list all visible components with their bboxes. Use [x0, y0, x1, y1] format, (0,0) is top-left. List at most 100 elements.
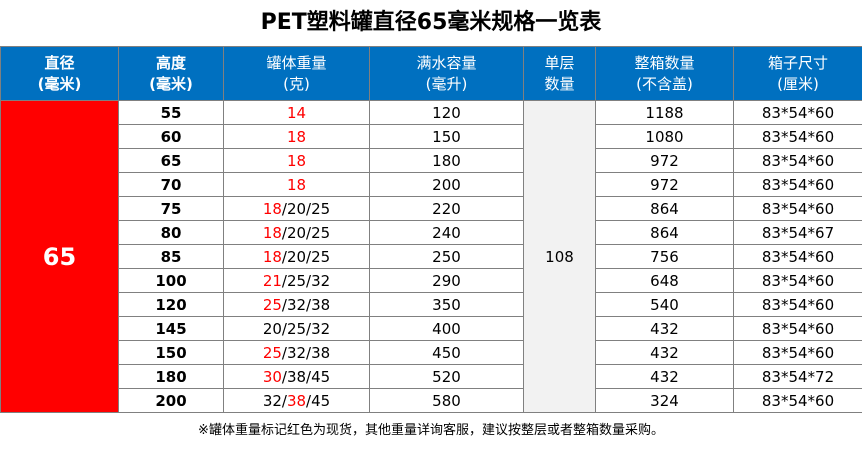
weight-in-stock: 38 [286, 391, 307, 410]
height-cell: 75 [118, 196, 224, 221]
case-qty-cell: 972 [595, 148, 734, 173]
weight-cell: 25/32/38 [223, 292, 370, 317]
case-qty-cell: 432 [595, 316, 734, 341]
weight-other: 20/25/32 [262, 319, 331, 338]
header-line1: 直径 [44, 53, 75, 72]
box-size-cell: 83*54*60 [733, 268, 862, 293]
layer-count-cell: 108 [523, 100, 596, 413]
height-cell: 85 [118, 244, 224, 269]
header-capacity: 满水容量 (毫升) [369, 46, 524, 101]
table-body: 65 55 14 120 108 1188 83*54*60 60 18 150 1080 83*54… [0, 100, 862, 413]
capacity-cell: 150 [369, 124, 524, 149]
weight-cell: 14 [223, 100, 370, 125]
capacity-cell: 520 [369, 364, 524, 389]
height-cell: 55 [118, 100, 224, 125]
header-line1: 单层 [544, 53, 575, 72]
weight-in-stock: 18 [286, 175, 307, 194]
case-qty-cell: 324 [595, 388, 734, 413]
weight-other: /32/38 [281, 343, 331, 362]
table-row: 65 18 180 972 83*54*60 [1, 148, 862, 173]
box-size-cell: 83*54*60 [733, 244, 862, 269]
case-qty-cell: 756 [595, 244, 734, 269]
case-qty-cell: 1188 [595, 100, 734, 125]
box-size-cell: 83*54*60 [733, 100, 862, 125]
table-row: 75 18/20/25 220 864 83*54*60 [1, 196, 862, 221]
box-size-cell: 83*54*60 [733, 196, 862, 221]
header-line1: 高度 [155, 53, 186, 72]
table-row: 120 25/32/38 350 540 83*54*60 [1, 292, 862, 317]
weight-in-stock: 18 [262, 247, 282, 266]
box-size-cell: 83*54*60 [733, 340, 862, 365]
table-row: 145 20/25/32 400 432 83*54*60 [1, 316, 862, 341]
table-row: 150 25/32/38 450 432 83*54*60 [1, 340, 862, 365]
weight-in-stock: 18 [262, 223, 282, 242]
header-line2: 数量 [544, 74, 575, 93]
height-cell: 150 [118, 340, 224, 365]
header-line2: (毫米) [149, 74, 193, 93]
capacity-cell: 580 [369, 388, 524, 413]
case-qty-cell: 432 [595, 340, 734, 365]
weight-other: /32/38 [281, 295, 331, 314]
weight-other: /20/25 [281, 247, 331, 266]
height-cell: 65 [118, 148, 224, 173]
weight-cell: 18 [223, 148, 370, 173]
weight-other: /45 [306, 391, 331, 410]
weight-cell: 18 [223, 124, 370, 149]
header-height: 高度 (毫米) [118, 46, 224, 101]
table-row: 200 32/38/45 580 324 83*54*60 [1, 388, 862, 413]
weight-in-stock: 25 [262, 295, 282, 314]
weight-other: 32/ [262, 391, 287, 410]
header-line1: 满水容量 [416, 53, 477, 72]
height-cell: 145 [118, 316, 224, 341]
weight-cell: 20/25/32 [223, 316, 370, 341]
diameter-cell: 65 [0, 100, 119, 413]
capacity-cell: 220 [369, 196, 524, 221]
height-cell: 180 [118, 364, 224, 389]
height-cell: 100 [118, 268, 224, 293]
header-line2: (厘米) [777, 74, 819, 93]
weight-cell: 18/20/25 [223, 244, 370, 269]
weight-other: /38/45 [281, 367, 331, 386]
height-cell: 60 [118, 124, 224, 149]
header-line1: 整箱数量 [634, 53, 695, 72]
weight-in-stock: 14 [286, 103, 307, 122]
weight-cell: 18/20/25 [223, 220, 370, 245]
capacity-cell: 120 [369, 100, 524, 125]
table-row: 70 18 200 972 83*54*60 [1, 172, 862, 197]
height-cell: 80 [118, 220, 224, 245]
weight-cell: 18 [223, 172, 370, 197]
table-row: 60 18 150 1080 83*54*60 [1, 124, 862, 149]
box-size-cell: 83*54*60 [733, 316, 862, 341]
box-size-cell: 83*54*60 [733, 388, 862, 413]
box-size-cell: 83*54*60 [733, 172, 862, 197]
weight-in-stock: 18 [286, 127, 307, 146]
capacity-cell: 250 [369, 244, 524, 269]
case-qty-cell: 648 [595, 268, 734, 293]
capacity-cell: 350 [369, 292, 524, 317]
capacity-cell: 200 [369, 172, 524, 197]
box-size-cell: 83*54*67 [733, 220, 862, 245]
spec-table: 直径 (毫米) 高度 (毫米) 罐体重量 (克) 满水容量 (毫升) 单层 数量 整箱数量… [0, 46, 862, 413]
page-title: PET塑料罐直径65毫米规格一览表 [260, 10, 602, 35]
capacity-cell: 180 [369, 148, 524, 173]
header-line2: (不含盖) [636, 74, 693, 93]
box-size-cell: 83*54*60 [733, 292, 862, 317]
capacity-cell: 450 [369, 340, 524, 365]
weight-cell: 32/38/45 [223, 388, 370, 413]
footnote: ※罐体重量标记红色为现货，其他重量详询客服，建议按整层或者整箱数量采购。 [198, 423, 664, 438]
header-row: 直径 (毫米) 高度 (毫米) 罐体重量 (克) 满水容量 (毫升) 单层 数量 整箱数量… [0, 46, 862, 101]
header-box-size: 箱子尺寸 (厘米) [733, 46, 862, 101]
weight-in-stock: 30 [262, 367, 282, 386]
capacity-cell: 290 [369, 268, 524, 293]
weight-cell: 25/32/38 [223, 340, 370, 365]
table-row: 180 30/38/45 520 432 83*54*72 [1, 364, 862, 389]
weight-other: /20/25 [281, 199, 331, 218]
weight-cell: 30/38/45 [223, 364, 370, 389]
header-line2: (毫米) [37, 74, 82, 93]
header-line2: (克) [283, 74, 310, 93]
weight-other: /25/32 [281, 271, 331, 290]
header-line1: 箱子尺寸 [767, 53, 828, 72]
weight-in-stock: 18 [286, 151, 307, 170]
table-row: 100 21/25/32 290 648 83*54*60 [1, 268, 862, 293]
